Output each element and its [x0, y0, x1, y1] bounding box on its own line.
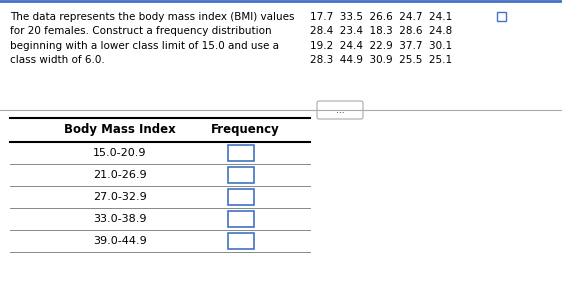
- Bar: [228, 211, 254, 227]
- Bar: [497, 12, 506, 21]
- Text: Body Mass Index: Body Mass Index: [64, 123, 176, 136]
- Text: 21.0-26.9: 21.0-26.9: [93, 170, 147, 180]
- Text: The data represents the body mass index (BMI) values
for 20 females. Construct a: The data represents the body mass index …: [10, 12, 294, 65]
- Text: Frequency: Frequency: [211, 123, 279, 136]
- Text: 39.0-44.9: 39.0-44.9: [93, 236, 147, 246]
- Text: 27.0-32.9: 27.0-32.9: [93, 192, 147, 202]
- Bar: [228, 167, 254, 183]
- Text: 17.7  33.5  26.6  24.7  24.1
28.4  23.4  18.3  28.6  24.8
19.2  24.4  22.9  37.7: 17.7 33.5 26.6 24.7 24.1 28.4 23.4 18.3 …: [310, 12, 452, 65]
- Bar: [228, 145, 254, 161]
- Bar: [228, 189, 254, 206]
- Bar: [228, 233, 254, 249]
- FancyBboxPatch shape: [317, 101, 363, 119]
- Text: 33.0-38.9: 33.0-38.9: [93, 214, 147, 224]
- Text: 15.0-20.9: 15.0-20.9: [93, 148, 147, 158]
- Text: ...: ...: [336, 106, 345, 115]
